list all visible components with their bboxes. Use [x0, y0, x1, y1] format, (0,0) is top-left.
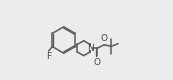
- Text: F: F: [46, 52, 51, 61]
- Text: O: O: [101, 34, 108, 43]
- FancyBboxPatch shape: [88, 46, 92, 50]
- Text: N: N: [87, 44, 93, 53]
- Text: O: O: [94, 58, 101, 67]
